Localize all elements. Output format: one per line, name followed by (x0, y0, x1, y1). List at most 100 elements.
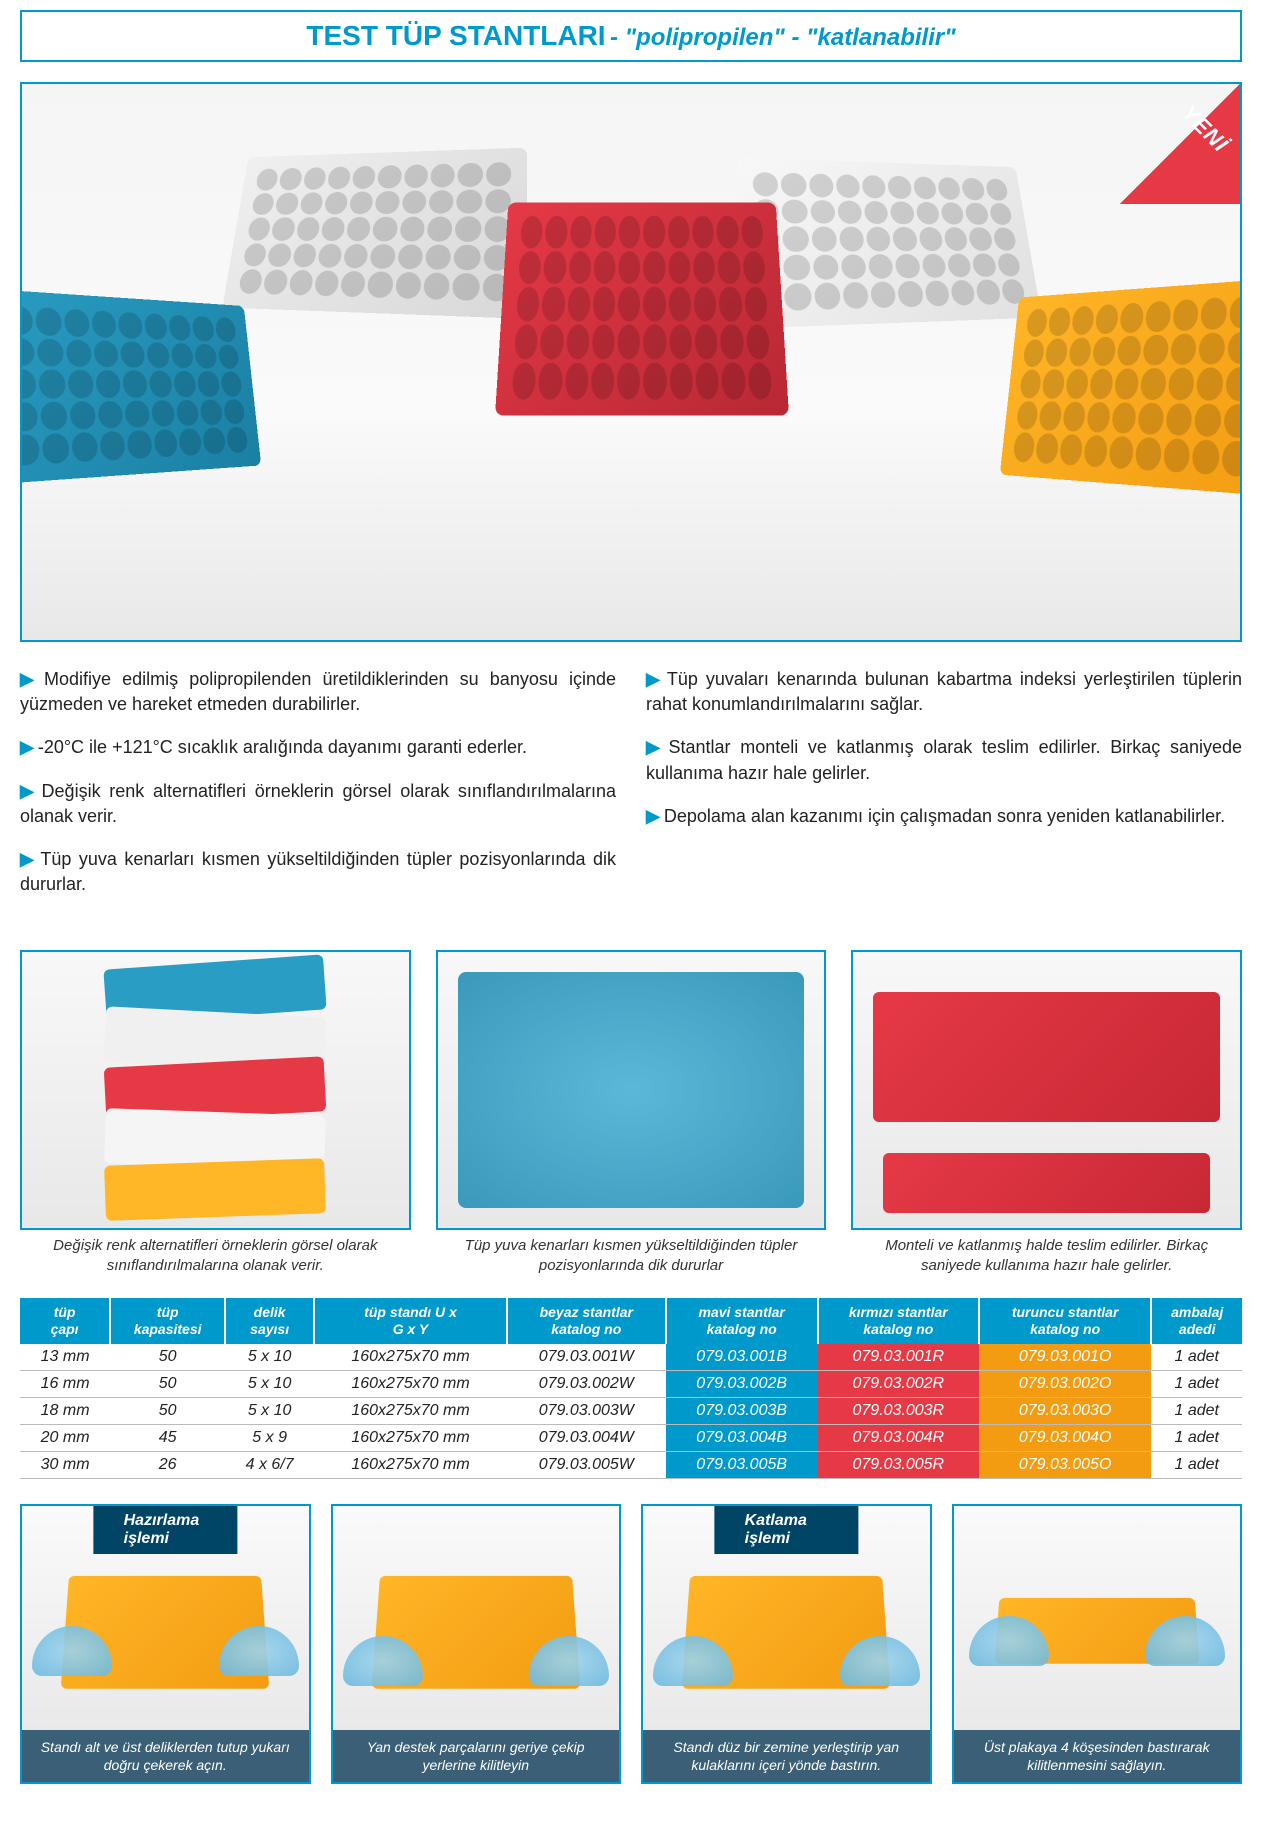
table-cell: 160x275x70 mm (314, 1424, 507, 1451)
page-title-sub: - "polipropilen" - "katlanabilir" (610, 24, 956, 51)
rack-blue (20, 287, 261, 487)
table-cell: 079.03.005B (666, 1451, 818, 1478)
bullet-arrow-icon: ▶ (646, 737, 665, 757)
hero-product-image: YENİ (20, 82, 1242, 642)
blue-rack-with-tubes (458, 972, 805, 1208)
table-cell: 50 (110, 1344, 225, 1371)
specifications-table: tüpçapıtüpkapasitesideliksayısıtüp stand… (20, 1298, 1242, 1479)
feature-text: Tüp yuva kenarları kısmen yükseltildiğin… (20, 849, 616, 894)
table-cell: 13 mm (20, 1344, 110, 1371)
table-cell: 079.03.004B (666, 1424, 818, 1451)
table-row: 20 mm455 x 9160x275x70 mm079.03.004W079.… (20, 1424, 1242, 1451)
feature-item: ▶Tüp yuva kenarları kısmen yükseltildiği… (20, 847, 616, 897)
process-caption-2: Yan destek parçalarını geriye çekip yerl… (333, 1730, 620, 1782)
red-rack-folded (883, 1153, 1210, 1213)
page-title-main: TEST TÜP STANTLARI (306, 20, 605, 51)
table-cell: 5 x 10 (225, 1370, 314, 1397)
table-cell: 079.03.001B (666, 1344, 818, 1371)
table-cell: 50 (110, 1370, 225, 1397)
rack-holes (753, 172, 1026, 312)
process-step-1: Hazırlama işlemi Standı alt ve üst delik… (20, 1504, 311, 1784)
bullet-arrow-icon: ▶ (20, 669, 40, 689)
table-row: 30 mm264 x 6/7160x275x70 mm079.03.005W07… (20, 1451, 1242, 1478)
title-bar: TEST TÜP STANTLARI - "polipropilen" - "k… (20, 10, 1242, 62)
rack-holes (20, 304, 248, 469)
table-cell: 1 adet (1151, 1424, 1242, 1451)
table-header-cell: tüpçapı (20, 1298, 110, 1344)
table-cell: 079.03.003W (507, 1397, 666, 1424)
table-body: 13 mm505 x 10160x275x70 mm079.03.001W079… (20, 1344, 1242, 1479)
detail-caption-3: Monteli ve katlanmış halde teslim edilir… (851, 1230, 1242, 1290)
table-cell: 079.03.002R (818, 1370, 979, 1397)
process-caption-3: Standı düz bir zemine yerleştirip yan ku… (643, 1730, 930, 1782)
detail-caption-1: Değişik renk alternatifleri örneklerin g… (20, 1230, 411, 1290)
rack-holes (1013, 293, 1242, 480)
new-badge: YENİ (1120, 84, 1240, 204)
table-cell: 16 mm (20, 1370, 110, 1397)
table-cell: 079.03.004O (979, 1424, 1152, 1451)
table-cell: 20 mm (20, 1424, 110, 1451)
table-cell: 079.03.001R (818, 1344, 979, 1371)
table-header-cell: tüp standı U xG x Y (314, 1298, 507, 1344)
table-cell: 079.03.002B (666, 1370, 818, 1397)
table-cell: 4 x 6/7 (225, 1451, 314, 1478)
table-cell: 079.03.001O (979, 1344, 1152, 1371)
table-cell: 079.03.002W (507, 1370, 666, 1397)
detail-image-3 (851, 950, 1242, 1230)
table-cell: 079.03.004W (507, 1424, 666, 1451)
feature-item: ▶Depolama alan kazanımı için çalışmadan … (646, 804, 1242, 829)
detail-images-row: Değişik renk alternatifleri örneklerin g… (20, 950, 1242, 1290)
feature-item: ▶Modifiye edilmiş polipropilenden üretil… (20, 667, 616, 717)
table-row: 18 mm505 x 10160x275x70 mm079.03.003W079… (20, 1397, 1242, 1424)
process-caption-1: Standı alt ve üst deliklerden tutup yuka… (22, 1730, 309, 1782)
table-cell: 079.03.003B (666, 1397, 818, 1424)
feature-text: Tüp yuvaları kenarında bulunan kabartma … (646, 669, 1242, 714)
table-cell: 079.03.005R (818, 1451, 979, 1478)
feature-text: Değişik renk alternatifleri örneklerin g… (20, 781, 616, 826)
features-left-col: ▶Modifiye edilmiş polipropilenden üretil… (20, 667, 616, 915)
feature-item: ▶Stantlar monteli ve katlanmış olarak te… (646, 735, 1242, 785)
feature-text: Depolama alan kazanımı için çalışmadan s… (664, 806, 1225, 826)
table-cell: 5 x 10 (225, 1344, 314, 1371)
table-header-cell: turuncu stantlarkatalog no (979, 1298, 1152, 1344)
feature-item: ▶Tüp yuvaları kenarında bulunan kabartma… (646, 667, 1242, 717)
rack-holes (238, 162, 511, 302)
table-cell: 5 x 10 (225, 1397, 314, 1424)
table-cell: 160x275x70 mm (314, 1451, 507, 1478)
table-row: 16 mm505 x 10160x275x70 mm079.03.002W079… (20, 1370, 1242, 1397)
table-cell: 18 mm (20, 1397, 110, 1424)
rack-white-2 (737, 158, 1042, 329)
table-header-cell: kırmızı stantlarkatalog no (818, 1298, 979, 1344)
table-cell: 160x275x70 mm (314, 1370, 507, 1397)
table-cell: 079.03.005W (507, 1451, 666, 1478)
new-badge-label: YENİ (1176, 100, 1234, 158)
feature-item: ▶Değişik renk alternatifleri örneklerin … (20, 779, 616, 829)
table-header-cell: tüpkapasitesi (110, 1298, 225, 1344)
table-header: tüpçapıtüpkapasitesideliksayısıtüp stand… (20, 1298, 1242, 1344)
table-cell: 079.03.003O (979, 1397, 1152, 1424)
table-cell: 079.03.003R (818, 1397, 979, 1424)
table-cell: 079.03.001W (507, 1344, 666, 1371)
rack-holes (512, 216, 773, 400)
table-cell: 50 (110, 1397, 225, 1424)
table-cell: 160x275x70 mm (314, 1397, 507, 1424)
table-header-cell: beyaz stantlarkatalog no (507, 1298, 666, 1344)
table-cell: 45 (110, 1424, 225, 1451)
features-right-col: ▶Tüp yuvaları kenarında bulunan kabartma… (646, 667, 1242, 915)
table-header-cell: ambalajadedi (1151, 1298, 1242, 1344)
table-header-cell: mavi stantlarkatalog no (666, 1298, 818, 1344)
bullet-arrow-icon: ▶ (20, 781, 38, 801)
features-section: ▶Modifiye edilmiş polipropilenden üretil… (20, 667, 1242, 915)
detail-caption-2: Tüp yuva kenarları kısmen yükseltildiğin… (436, 1230, 827, 1290)
table-cell: 079.03.004R (818, 1424, 979, 1451)
table-cell: 1 adet (1151, 1344, 1242, 1371)
table-cell: 079.03.002O (979, 1370, 1152, 1397)
process-label-prepare: Hazırlama işlemi (94, 1506, 237, 1554)
table-cell: 1 adet (1151, 1451, 1242, 1478)
bullet-arrow-icon: ▶ (646, 806, 660, 826)
detail-image-2 (436, 950, 827, 1230)
table-cell: 160x275x70 mm (314, 1344, 507, 1371)
process-label-fold: Katlama işlemi (715, 1506, 858, 1554)
bullet-arrow-icon: ▶ (646, 669, 663, 689)
feature-text: Modifiye edilmiş polipropilenden üretild… (20, 669, 616, 714)
